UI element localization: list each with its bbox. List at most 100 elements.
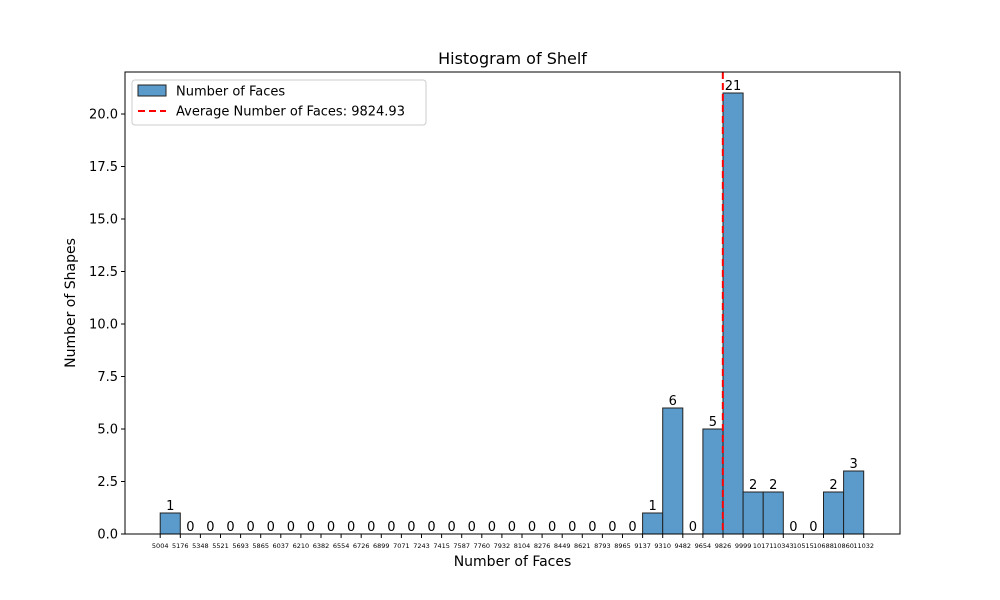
x-tick-label: 7760	[474, 542, 491, 550]
bar-count-label: 1	[649, 499, 657, 514]
y-tick-label: 12.5	[89, 265, 118, 280]
bar-count-label: 0	[327, 520, 335, 535]
x-tick-label: 6037	[273, 542, 290, 550]
histogram-bar	[823, 491, 845, 535]
y-tick-label: 17.5	[89, 160, 118, 175]
bar-count-label: 0	[427, 520, 435, 535]
bar-count-label: 0	[488, 520, 496, 535]
y-tick-label: 0.0	[97, 528, 118, 543]
bar-count-label: 2	[829, 478, 837, 493]
bar-count-label: 0	[226, 520, 234, 535]
histogram-bar	[159, 512, 181, 535]
x-tick-label: 9999	[735, 542, 752, 550]
x-tick-label: 8793	[594, 542, 611, 550]
x-tick-label: 7587	[453, 542, 470, 550]
histogram-bar	[762, 491, 784, 535]
x-tick-label: 9137	[634, 542, 651, 550]
x-tick-label: 6554	[333, 542, 350, 550]
bars-group	[159, 92, 865, 535]
bar-count-label: 0	[186, 520, 194, 535]
histogram-bar	[722, 92, 744, 535]
x-tick-label: 7415	[433, 542, 450, 550]
x-tick-label: 10171	[753, 542, 774, 550]
x-tick-label: 10343	[773, 542, 794, 550]
bar-count-label: 0	[528, 520, 536, 535]
x-axis-label: Number of Faces	[454, 554, 572, 570]
bar-count-label: 0	[407, 520, 415, 535]
y-tick-label: 20.0	[89, 108, 118, 123]
x-tick-label: 5521	[212, 542, 229, 550]
bar-count-label: 0	[689, 520, 697, 535]
bar-count-label: 0	[247, 520, 255, 535]
x-tick-label: 5865	[252, 542, 269, 550]
x-tick-label: 8104	[514, 542, 531, 550]
bar-count-label: 0	[267, 520, 275, 535]
plot-frame	[124, 71, 901, 535]
bar-count-label: 2	[749, 478, 757, 493]
x-tick-label: 7932	[494, 542, 511, 550]
x-axis-ticks: 5004 5176 5348 5521 5693 5865 6037 6210 6382 6554…	[152, 534, 874, 550]
bar-count-label: 0	[548, 520, 556, 535]
chart-title: Histogram of Shelf	[438, 49, 587, 68]
x-tick-label: 8621	[574, 542, 591, 550]
x-tick-label: 6210	[293, 542, 310, 550]
histogram-bar	[642, 512, 664, 535]
bar-count-label: 0	[608, 520, 616, 535]
x-tick-label: 10515	[793, 542, 814, 550]
bar-count-label: 0	[448, 520, 456, 535]
x-tick-label: 8276	[534, 542, 551, 550]
x-tick-label: 11032	[853, 542, 874, 550]
histogram-bar	[843, 470, 865, 535]
legend-average-label: Average Number of Faces: 9824.93	[176, 105, 405, 120]
legend-bar-swatch	[137, 84, 167, 97]
bar-count-label: 0	[367, 520, 375, 535]
x-tick-label: 5176	[172, 542, 189, 550]
bar-count-label: 0	[387, 520, 395, 535]
x-tick-label: 6382	[313, 542, 330, 550]
bar-count-label: 0	[568, 520, 576, 535]
y-tick-label: 7.5	[97, 370, 118, 385]
bar-count-label: 0	[508, 520, 516, 535]
bar-count-label: 0	[307, 520, 315, 535]
legend-series-label: Number of Faces	[176, 85, 285, 100]
x-tick-label: 5004	[152, 542, 169, 550]
bar-count-label: 0	[789, 520, 797, 535]
x-tick-label: 7243	[413, 542, 430, 550]
histogram-bar	[702, 428, 724, 535]
bar-count-label: 0	[287, 520, 295, 535]
x-tick-label: 9482	[675, 542, 692, 550]
bar-count-label: 0	[468, 520, 476, 535]
legend: Number of Faces Average Number of Faces:…	[131, 79, 427, 126]
x-tick-label: 9826	[715, 542, 732, 550]
bar-count-label: 21	[725, 79, 742, 94]
x-tick-label: 6726	[353, 542, 370, 550]
x-tick-label: 10688	[813, 542, 834, 550]
x-tick-label: 6899	[373, 542, 390, 550]
bar-count-label: 6	[669, 394, 677, 409]
x-tick-label: 5348	[192, 542, 209, 550]
y-tick-label: 2.5	[97, 475, 118, 490]
histogram-bar	[742, 491, 764, 535]
x-tick-label: 8449	[554, 542, 571, 550]
bar-count-label: 2	[769, 478, 777, 493]
bar-count-label: 1	[166, 499, 174, 514]
bar-count-label: 0	[628, 520, 636, 535]
y-tick-label: 5.0	[97, 423, 118, 438]
x-tick-label: 7071	[393, 542, 410, 550]
bar-count-label: 3	[850, 457, 858, 472]
x-tick-label: 5693	[232, 542, 249, 550]
x-tick-label: 8965	[614, 542, 631, 550]
x-tick-label: 9310	[654, 542, 671, 550]
bar-count-label: 0	[588, 520, 596, 535]
y-tick-label: 10.0	[89, 318, 118, 333]
legend-box	[131, 79, 427, 126]
bar-count-label: 0	[206, 520, 214, 535]
y-axis-ticks: 0.0 2.5 5.0 7.5 10.0 12.5 15.0 17.5 20.0	[89, 108, 125, 543]
x-tick-label: 9654	[695, 542, 712, 550]
y-axis-label: Number of Shapes	[63, 238, 79, 368]
y-tick-label: 15.0	[89, 213, 118, 228]
bar-count-label: 0	[347, 520, 355, 535]
bar-count-label: 0	[809, 520, 817, 535]
